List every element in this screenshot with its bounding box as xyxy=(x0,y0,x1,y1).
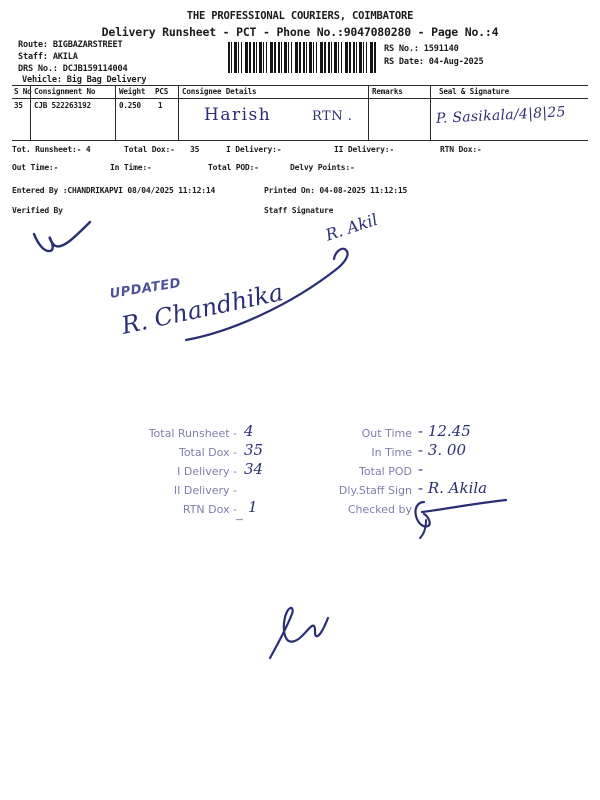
tally-right-label-1: In Time xyxy=(371,446,412,459)
tally-rtn-dash: _ xyxy=(236,505,243,521)
route-label: Route: BIGBAZARSTREET xyxy=(18,40,123,50)
checked-by-signature xyxy=(414,498,508,539)
cell-seal-handwritten: P. Sasikala/4|8|25 xyxy=(435,104,567,127)
entered-by-line: Entered By :CHANDRIKAPVI 08/04/2025 11:1… xyxy=(12,186,216,195)
drs-no-label: DRS No.: DCJB159114004 xyxy=(18,64,128,74)
table-col-sep-2 xyxy=(115,85,116,140)
rs-no-label: RS No.: 1591140 xyxy=(384,44,459,54)
tally-right-value-1: - 3. 00 xyxy=(418,441,467,459)
signature-flourish-stroke xyxy=(184,247,349,342)
table-col-sep-4 xyxy=(368,85,369,140)
tally-left-value-4: 1 xyxy=(248,498,258,516)
table-header-weight: Weight xyxy=(119,87,146,96)
summary-i-delivery: I Delivery:- xyxy=(226,145,282,154)
table-header-consignment-no: Consignment No xyxy=(34,87,96,96)
table-header-consignee: Consignee Details xyxy=(182,87,257,96)
tally-left-value-2: 34 xyxy=(244,460,264,478)
table-col-sep-1 xyxy=(30,85,31,140)
updated-stamp: UPDATED xyxy=(108,275,183,302)
table-border-bottom xyxy=(12,140,588,141)
tally-right-label-2: Total POD xyxy=(359,465,412,478)
printed-on-line: Printed On: 04-08-2025 11:12:15 xyxy=(264,186,408,195)
cell-consignment-no: CJB 522263192 xyxy=(34,101,91,110)
document-subtitle: Delivery Runsheet - PCT - Phone No.:9047… xyxy=(101,25,499,39)
bottom-staff-signature xyxy=(268,606,330,660)
summary-total-dox: Total Dox:- xyxy=(124,145,175,154)
summary-tot-runsheet: Tot. Runsheet:- 4 xyxy=(12,145,91,154)
cell-remarks-handwritten: RTN . xyxy=(312,109,353,124)
cell-consignee-handwritten: Harish xyxy=(204,105,272,125)
summary-total-pod: Total POD:- xyxy=(208,163,259,172)
rs-date-label: RS Date: 04-Aug-2025 xyxy=(384,57,484,67)
tally-left-label-3: II Delivery - xyxy=(173,484,237,497)
table-col-sep-5 xyxy=(430,85,431,140)
summary-in-time: In Time:- xyxy=(110,163,152,172)
cell-pcs: 1 xyxy=(158,101,163,110)
tally-right-label-3: Dly.Staff Sign xyxy=(338,484,412,497)
table-header-pcs: PCS xyxy=(155,87,169,96)
company-title: THE PROFESSIONAL COURIERS, COIMBATORE xyxy=(186,10,414,22)
table-header-s-no: S No xyxy=(14,87,32,96)
staff-signature-label: Staff Signature xyxy=(264,206,334,215)
table-header-remarks: Remarks xyxy=(372,87,403,96)
summary-delvy-points: Delvy Points:- xyxy=(290,163,355,172)
verified-by-signature xyxy=(32,220,92,253)
summary-total-dox-value: 35 xyxy=(190,145,200,154)
tally-right-value-0: - 12.45 xyxy=(418,422,471,440)
table-border-top xyxy=(12,85,588,86)
summary-ii-delivery: II Delivery:- xyxy=(334,145,395,154)
tally-left-label-1: Total Dox - xyxy=(178,446,237,459)
runsheet-barcode-icon xyxy=(228,42,378,73)
table-row: 35 xyxy=(14,101,23,110)
summary-rtn-dox: RTN Dox:- xyxy=(440,145,482,154)
cell-weight: 0.250 xyxy=(119,101,141,110)
verified-by-label: Verified By xyxy=(12,206,63,215)
table-header-seal: Seal & Signature xyxy=(439,87,509,96)
tally-left-label-2: I Delivery - xyxy=(177,465,237,478)
staff-label: Staff: AKILA xyxy=(18,52,78,62)
table-col-sep-3 xyxy=(178,85,179,140)
tally-right-value-3: - R. Akila xyxy=(418,479,488,497)
consignment-table: S No Consignment No Weight PCS Consignee… xyxy=(12,85,588,141)
table-header-rule xyxy=(12,98,588,99)
vehicle-label: Vehicle: Big Bag Delivery xyxy=(22,75,147,85)
tally-left-value-0: 4 xyxy=(244,422,254,440)
tally-left-label-4: RTN Dox - xyxy=(182,503,237,516)
tally-left-label-0: Total Runsheet - xyxy=(148,427,237,440)
tally-right-value-2: - xyxy=(418,460,424,478)
tally-right-label-4: Checked by xyxy=(347,503,412,516)
summary-out-time: Out Time:- xyxy=(12,163,59,172)
tally-right-label-0: Out Time xyxy=(361,427,412,440)
tally-left-value-1: 35 xyxy=(244,441,264,459)
